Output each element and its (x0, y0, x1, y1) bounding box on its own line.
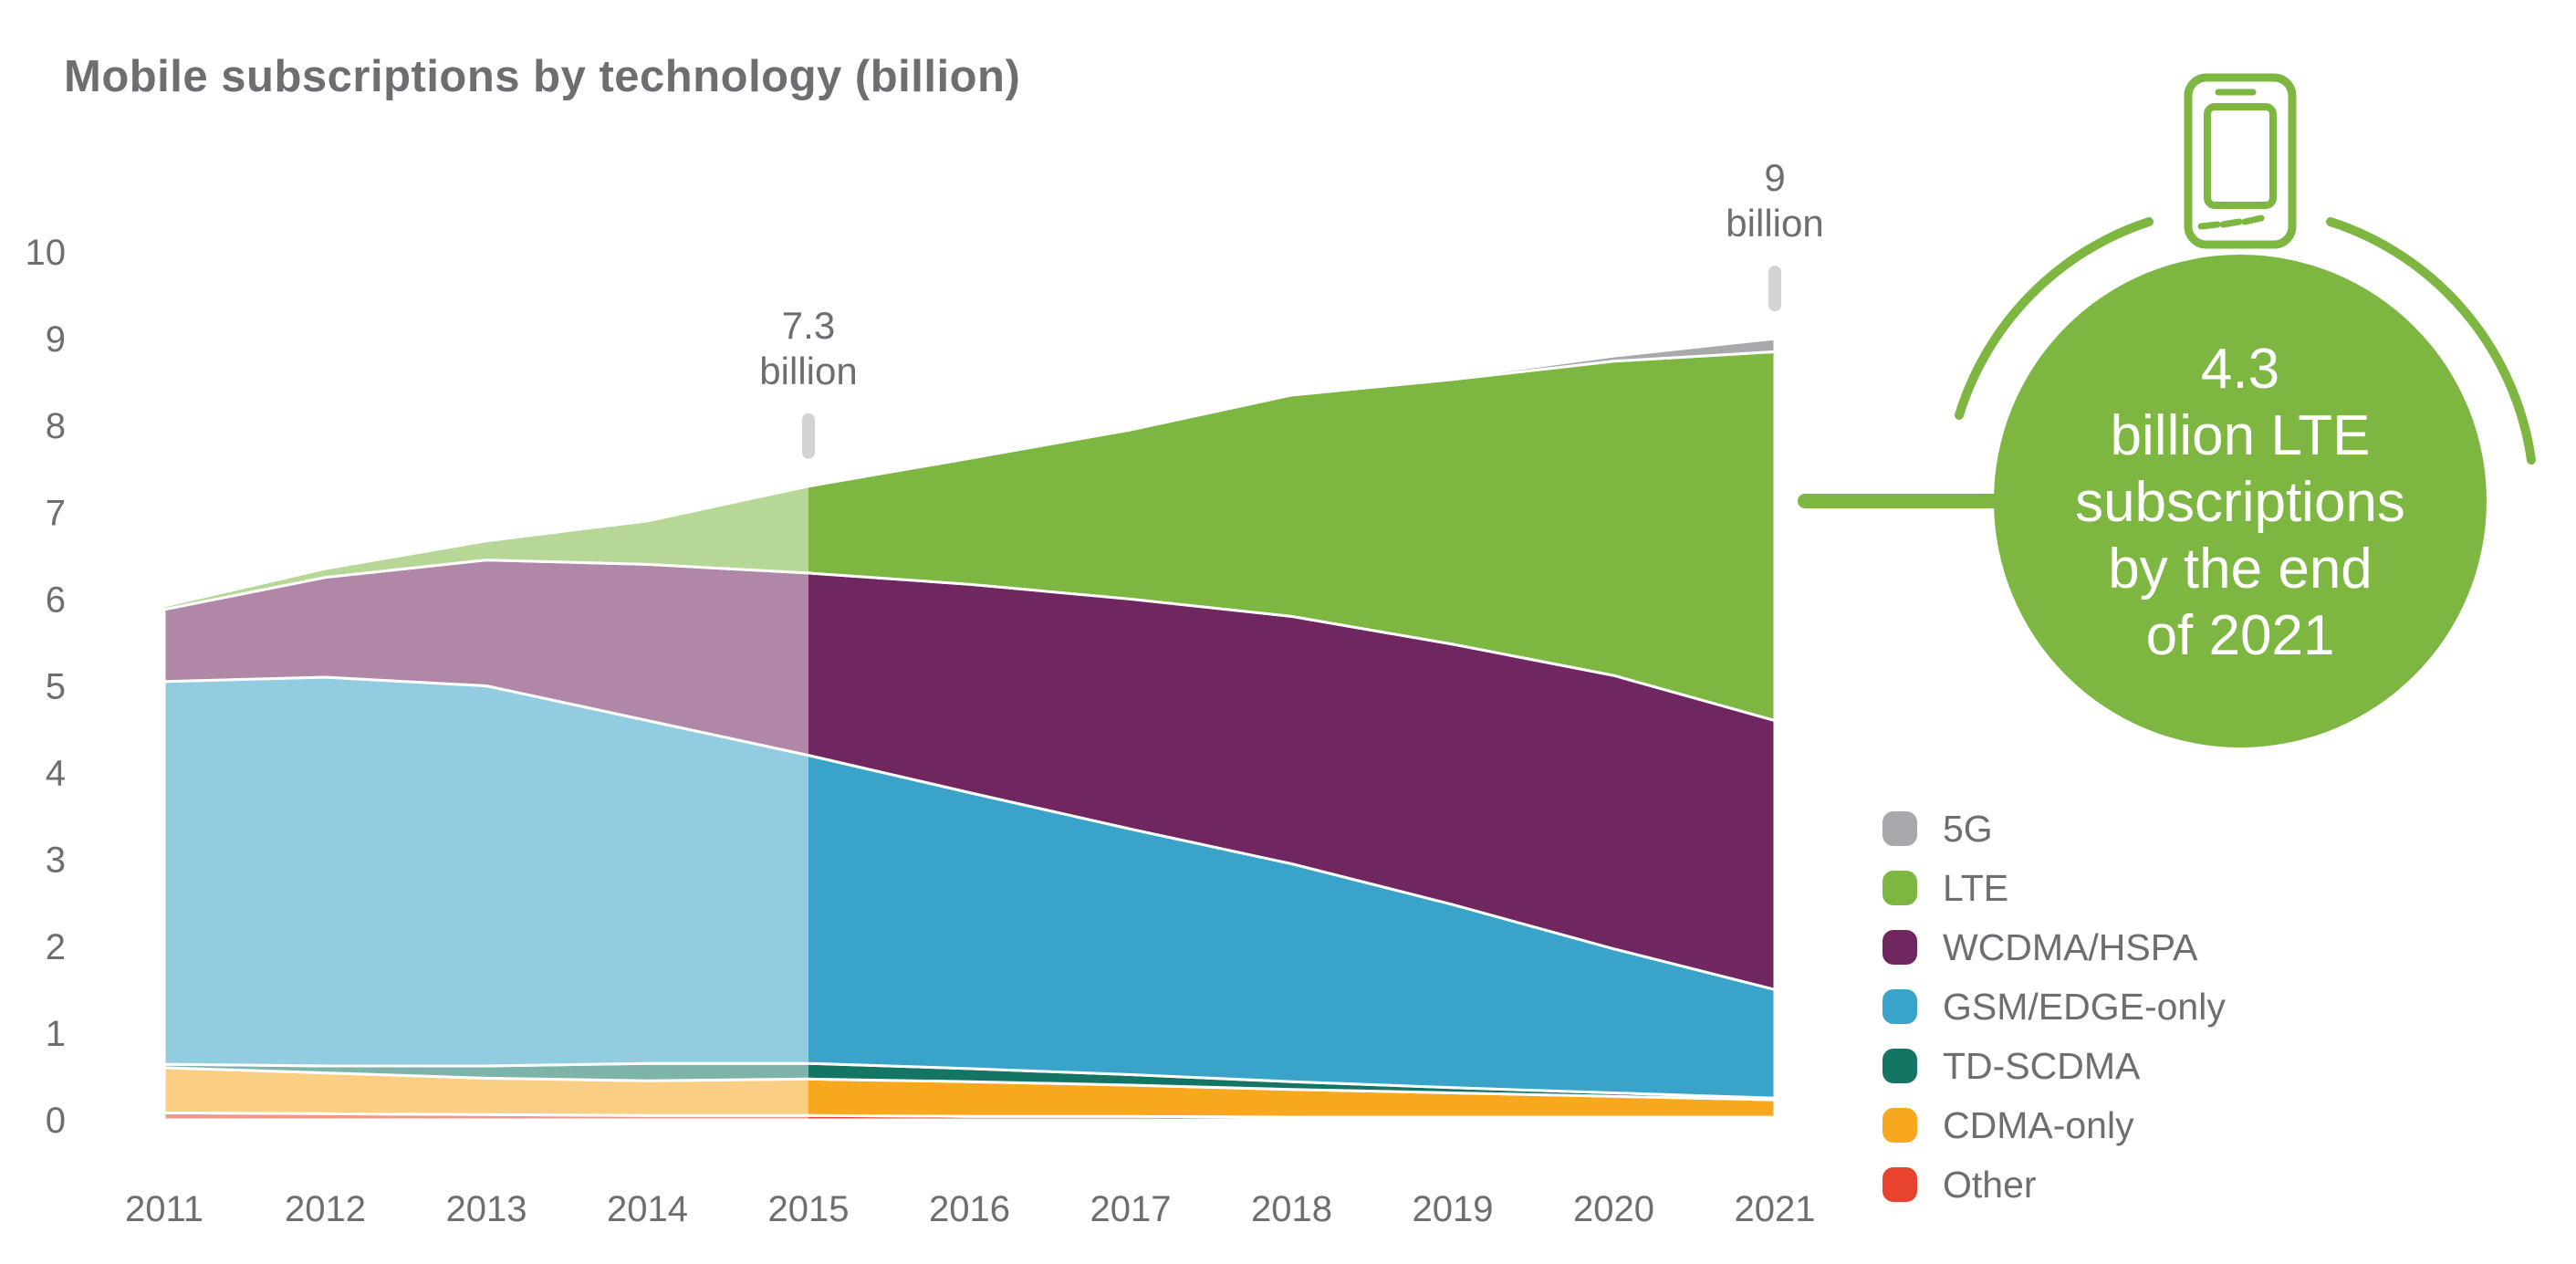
annotation-2021: 9 billion (1726, 155, 1823, 246)
x-axis-label-2011: 2011 (125, 1189, 203, 1229)
legend-swatch-other (1882, 1167, 1917, 1202)
legend-label-td-scdma: TD-SCDMA (1943, 1044, 2141, 1087)
x-axis-label-2021: 2021 (1735, 1189, 1816, 1229)
callout-line-5: of 2021 (2145, 604, 2335, 667)
annotation-2021-unit: billion (1726, 202, 1824, 245)
legend-item-5g: 5G (1882, 808, 2226, 850)
callout-text: 4.3 billion LTE subscriptions by the end… (2075, 336, 2405, 669)
legend-item-td-scdma: TD-SCDMA (1882, 1045, 2226, 1087)
legend-label-lte: LTE (1943, 866, 2009, 909)
annotation-2015: 7.3 billion (759, 303, 857, 394)
legend-swatch-cdma-only (1882, 1108, 1917, 1143)
legend-item-gsm-edge-only: GSM/EDGE-only (1882, 986, 2226, 1028)
legend-item-other: Other (1882, 1164, 2226, 1206)
annotation-tick-2015 (802, 413, 815, 459)
chart-legend: 5G LTE WCDMA/HSPA GSM/EDGE-only TD-SCDMA CDMA… (1882, 808, 2226, 1206)
y-axis-label-10: 10 (26, 233, 67, 273)
area-band-5g (1290, 337, 1777, 397)
x-axis-label-2013: 2013 (446, 1189, 527, 1229)
y-axis-label-9: 9 (46, 319, 66, 360)
legend-label-wcdma-hspa: WCDMA/HSPA (1943, 925, 2198, 968)
annotation-2015-unit: billion (759, 349, 858, 392)
callout-line-1: 4.3 (2200, 338, 2280, 401)
x-axis-label-2019: 2019 (1413, 1189, 1494, 1229)
x-axis-label-2018: 2018 (1251, 1189, 1332, 1229)
annotation-2015-value: 7.3 (781, 303, 836, 347)
y-axis-label-1: 1 (46, 1014, 66, 1054)
legend-swatch-5g (1882, 811, 1917, 846)
legend-item-wcdma-hspa: WCDMA/HSPA (1882, 925, 2226, 968)
y-axis-label-8: 8 (46, 406, 66, 446)
y-axis-label-3: 3 (46, 841, 66, 881)
x-axis-label-2012: 2012 (285, 1189, 366, 1229)
callout-arc-right (2326, 217, 2536, 465)
callout-arc-left (1955, 217, 2154, 420)
y-axis-label-4: 4 (46, 754, 66, 794)
phone-icon (2184, 73, 2297, 249)
callout-circle (1994, 255, 2487, 747)
x-axis-label-2017: 2017 (1090, 1189, 1172, 1229)
legend-swatch-td-scdma (1882, 1049, 1917, 1083)
y-axis-label-6: 6 (46, 580, 66, 620)
legend-item-lte: LTE (1882, 867, 2226, 909)
legend-item-cdma-only: CDMA-only (1882, 1103, 2226, 1146)
y-axis-label-5: 5 (46, 667, 66, 707)
x-axis-label-2015: 2015 (768, 1189, 850, 1229)
x-axis-label-2016: 2016 (929, 1189, 1010, 1229)
x-axis-label-2014: 2014 (607, 1189, 688, 1229)
legend-label-5g: 5G (1943, 807, 1993, 850)
y-axis-label-7: 7 (46, 493, 66, 533)
y-axis-label-0: 0 (46, 1101, 66, 1141)
callout-line-3: subscriptions (2075, 471, 2405, 534)
legend-swatch-gsm-edge-only (1882, 989, 1917, 1024)
history-fade-overlay (164, 228, 808, 1123)
legend-swatch-lte (1882, 871, 1917, 905)
callout-line-2: billion LTE (2110, 404, 2371, 467)
callout-line-4: by the end (2108, 538, 2373, 601)
plot-area: 0 1 2 3 4 5 6 7 8 9 10 2011 2012 2013 2014 2015 2016 2017… (26, 228, 1816, 1229)
lte-callout-graphic (1798, 73, 2536, 747)
annotation-tick-2021 (1768, 266, 1781, 312)
legend-label-other: Other (1943, 1163, 2037, 1206)
legend-swatch-wcdma-hspa (1882, 930, 1917, 965)
legend-label-cdma-only: CDMA-only (1943, 1103, 2134, 1146)
y-axis-label-2: 2 (46, 927, 66, 967)
legend-label-gsm-edge-only: GSM/EDGE-only (1943, 985, 2226, 1028)
annotation-2021-value: 9 (1764, 156, 1786, 200)
page-title: Mobile subscriptions by technology (bill… (64, 52, 1021, 101)
x-axis-label-2020: 2020 (1573, 1189, 1654, 1229)
